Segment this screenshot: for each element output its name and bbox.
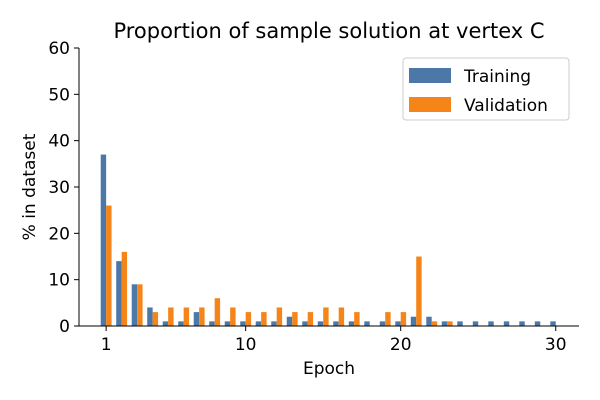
bar-training-19 [379, 321, 386, 326]
bar-training-25 [472, 321, 479, 326]
y-axis-label: % in dataset [20, 133, 40, 240]
bar-training-20 [395, 321, 401, 326]
bar-validation-16 [338, 307, 345, 326]
bar-training-18 [364, 321, 370, 326]
bar-training-15 [317, 321, 324, 326]
bar-validation-5 [168, 307, 174, 326]
bar-training-8 [209, 321, 215, 326]
bar-training-29 [534, 321, 541, 326]
bar-validation-19 [385, 312, 391, 326]
y-tick-label-60: 60 [48, 39, 70, 59]
bar-training-17 [348, 321, 355, 326]
legend: Training Validation [402, 57, 570, 121]
bar-validation-6 [183, 307, 190, 326]
bar-validation-8 [214, 298, 221, 326]
bar-validation-7 [199, 307, 205, 326]
y-tick-label-0: 0 [59, 317, 70, 337]
bar-training-3 [131, 284, 138, 326]
bar-validation-20 [400, 312, 407, 326]
bar-validation-22 [431, 321, 438, 326]
bar-training-11 [255, 321, 262, 326]
bar-validation-14 [307, 312, 314, 326]
bar-validation-23 [447, 321, 453, 326]
legend-swatch-training [409, 68, 451, 83]
bar-training-27 [503, 321, 510, 326]
bar-training-22 [426, 316, 432, 326]
bar-training-4 [147, 307, 153, 326]
y-tick-label-50: 50 [48, 85, 70, 105]
x-tick-label-20: 20 [390, 335, 412, 355]
bar-training-5 [162, 321, 169, 326]
bar-validation-10 [245, 312, 252, 326]
x-tick-label-30: 30 [545, 335, 567, 355]
bar-training-14 [302, 321, 308, 326]
bar-validation-3 [137, 284, 143, 326]
bar-validation-21 [416, 256, 422, 326]
y-tick-label-30: 30 [48, 178, 70, 198]
bar-training-24 [457, 321, 463, 326]
bar-training-16 [333, 321, 339, 326]
bar-validation-9 [230, 307, 236, 326]
bar-training-10 [240, 321, 246, 326]
bar-training-23 [441, 321, 448, 326]
bar-validation-17 [354, 312, 360, 326]
bar-training-7 [193, 312, 200, 326]
legend-label-validation: Validation [464, 96, 548, 116]
bar-training-21 [410, 316, 417, 326]
y-tick-label-20: 20 [48, 224, 70, 244]
bar-validation-2 [121, 251, 128, 326]
chart-title: Proportion of sample solution at vertex … [113, 19, 544, 43]
bar-training-1 [100, 154, 107, 326]
bar-validation-4 [152, 312, 159, 326]
y-tick-label-10: 10 [48, 271, 70, 291]
bar-training-26 [488, 321, 494, 326]
bar-training-28 [519, 321, 525, 326]
bar-training-13 [286, 316, 293, 326]
bar-training-30 [550, 321, 556, 326]
bar-validation-13 [292, 312, 298, 326]
x-tick-label-1: 1 [101, 335, 112, 355]
bar-validation-11 [261, 312, 267, 326]
bar-training-6 [178, 321, 184, 326]
bar-training-12 [271, 321, 277, 326]
bar-validation-12 [276, 307, 283, 326]
ticks: 0 10 20 30 40 50 60 1 10 20 30 [48, 39, 566, 355]
y-tick-label-40: 40 [48, 132, 70, 152]
bar-training-2 [116, 261, 122, 326]
legend-swatch-validation [409, 97, 451, 112]
x-tick-label-10: 10 [235, 335, 257, 355]
bars [100, 154, 556, 326]
x-axis-label: Epoch [303, 359, 355, 379]
bar-validation-15 [323, 307, 329, 326]
bar-training-9 [224, 321, 231, 326]
bar-validation-1 [106, 205, 112, 326]
legend-label-training: Training [463, 67, 531, 87]
